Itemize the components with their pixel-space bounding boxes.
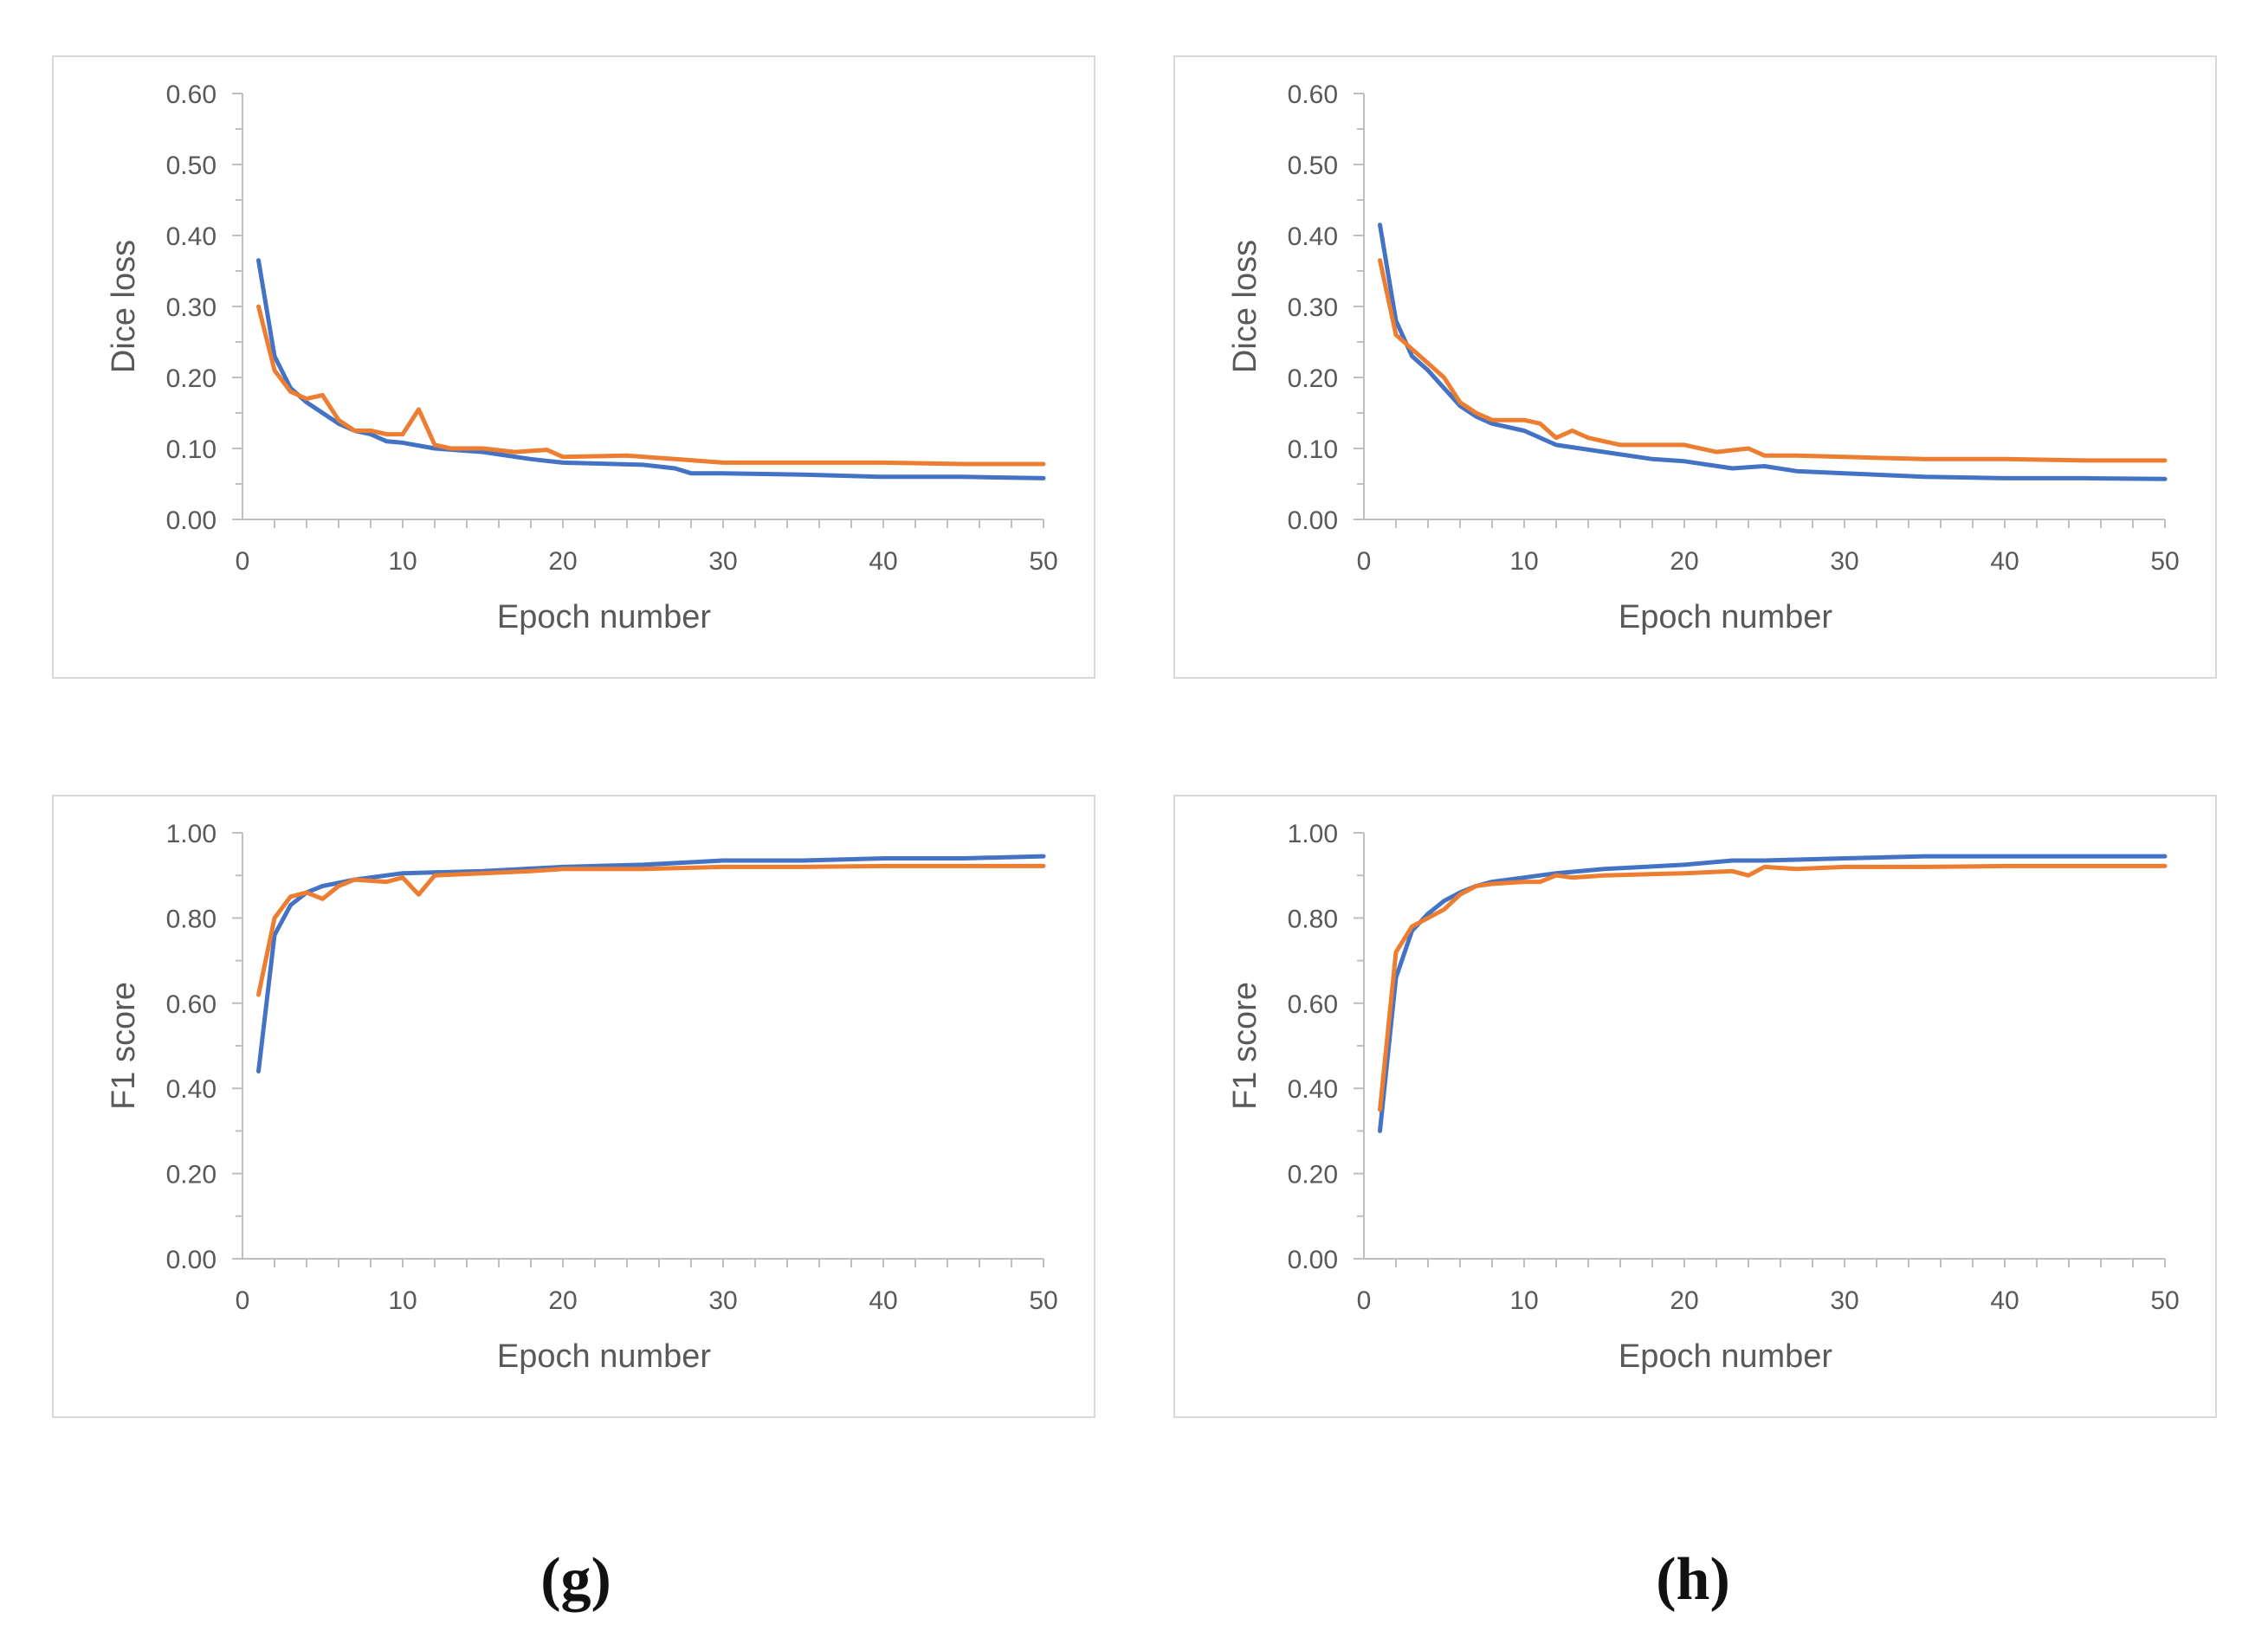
x-tick-label: 20 (548, 1286, 577, 1315)
x-tick-label: 50 (1029, 547, 1057, 576)
x-tick-label: 40 (869, 547, 897, 576)
x-tick-label: 10 (388, 1286, 417, 1315)
x-tick-label: 40 (869, 1286, 897, 1315)
x-tick-label: 20 (548, 547, 577, 576)
y-tick-label: 0.40 (166, 222, 216, 251)
y-axis-title: Dice loss (106, 240, 142, 373)
x-tick-label: 0 (236, 547, 250, 576)
y-tick-label: 0.20 (166, 1161, 216, 1189)
series-line-orange (256, 304, 1046, 467)
x-tick-label: 10 (1509, 547, 1538, 576)
y-axis-title: F1 score (106, 982, 142, 1110)
y-tick-label: 1.00 (1288, 820, 1338, 848)
y-tick-label: 0.60 (1288, 81, 1338, 109)
chart-panel-h-f1: 0.00 0.20 0.40 0.60 0.80 1.00 0 10 20 30 40 50 Epoch… (1173, 795, 2217, 1418)
chart-panel-h-dice: 0.00 0.10 0.20 0.30 0.40 0.50 0.60 0 10 20 30 40 50 E… (1173, 55, 2217, 679)
series-line-blue (256, 258, 1046, 480)
chart-g-dice: 0.00 0.10 0.20 0.30 0.40 0.50 0.60 0 10 20 30 40 50 E… (106, 81, 1058, 635)
y-tick-label: 0.60 (166, 81, 216, 109)
series-line-orange (1378, 258, 2168, 463)
caption-g: (g) (540, 1546, 611, 1613)
x-axis-title: Epoch number (497, 1338, 711, 1375)
caption-h: (h) (1656, 1546, 1730, 1613)
y-tick-label: 0.00 (166, 506, 216, 535)
chart-panel-g-dice: 0.00 0.10 0.20 0.30 0.40 0.50 0.60 0 10 20 30 40 50 E… (52, 55, 1095, 679)
chart-panel-g-f1: 0.00 0.20 0.40 0.60 0.80 1.00 0 10 20 30 40 50 Epoch… (52, 795, 1095, 1418)
series-line-blue (1378, 222, 2168, 481)
y-tick-label: 0.30 (166, 293, 216, 322)
y-tick-label: 1.00 (166, 820, 216, 848)
y-tick-label: 0.60 (1288, 990, 1338, 1019)
x-tick-label: 50 (1029, 1286, 1057, 1315)
series-line-blue (256, 854, 1046, 1073)
x-axis-title: Epoch number (1619, 1338, 1832, 1375)
y-tick-label: 0.00 (1288, 506, 1338, 535)
x-tick-label: 50 (2150, 547, 2179, 576)
y-tick-label: 0.80 (166, 905, 216, 933)
x-tick-label: 30 (708, 547, 737, 576)
y-tick-label: 0.20 (1288, 364, 1338, 393)
x-tick-label: 40 (1990, 1286, 2019, 1315)
x-tick-label: 30 (708, 1286, 737, 1315)
x-tick-label: 20 (1670, 1286, 1698, 1315)
series-line-orange (1378, 863, 2168, 1112)
y-tick-label: 0.30 (1288, 293, 1338, 322)
y-tick-label: 0.00 (166, 1246, 216, 1274)
x-tick-label: 0 (236, 1286, 250, 1315)
y-tick-label: 0.50 (1288, 152, 1338, 180)
y-axis-title: F1 score (1227, 982, 1263, 1110)
y-tick-label: 0.10 (1288, 435, 1338, 464)
x-tick-label: 10 (388, 547, 417, 576)
y-tick-label: 0.60 (166, 990, 216, 1019)
y-tick-label: 0.00 (1288, 1246, 1338, 1274)
chart-h-dice: 0.00 0.10 0.20 0.30 0.40 0.50 0.60 0 10 20 30 40 50 E… (1227, 81, 2180, 635)
y-tick-label: 0.20 (166, 364, 216, 393)
series-line-orange (256, 863, 1046, 997)
y-tick-label: 0.80 (1288, 905, 1338, 933)
y-tick-label: 0.50 (166, 152, 216, 180)
x-tick-label: 20 (1670, 547, 1698, 576)
x-tick-label: 10 (1509, 1286, 1538, 1315)
x-tick-label: 0 (1357, 1286, 1372, 1315)
series-line-blue (1378, 854, 2168, 1133)
y-tick-label: 0.40 (166, 1075, 216, 1104)
y-axis-title: Dice loss (1227, 240, 1263, 373)
chart-g-f1: 0.00 0.20 0.40 0.60 0.80 1.00 0 10 20 30 40 50 Epoch… (106, 820, 1058, 1375)
x-tick-label: 0 (1357, 547, 1372, 576)
y-tick-label: 0.20 (1288, 1161, 1338, 1189)
x-tick-label: 30 (1830, 547, 1858, 576)
x-tick-label: 40 (1990, 547, 2019, 576)
x-axis-title: Epoch number (1619, 599, 1832, 635)
chart-h-f1: 0.00 0.20 0.40 0.60 0.80 1.00 0 10 20 30 40 50 Epoch… (1227, 820, 2180, 1375)
y-tick-label: 0.40 (1288, 1075, 1338, 1104)
y-tick-label: 0.40 (1288, 222, 1338, 251)
x-axis-title: Epoch number (497, 599, 711, 635)
x-tick-label: 50 (2150, 1286, 2179, 1315)
y-tick-label: 0.10 (166, 435, 216, 464)
x-tick-label: 30 (1830, 1286, 1858, 1315)
